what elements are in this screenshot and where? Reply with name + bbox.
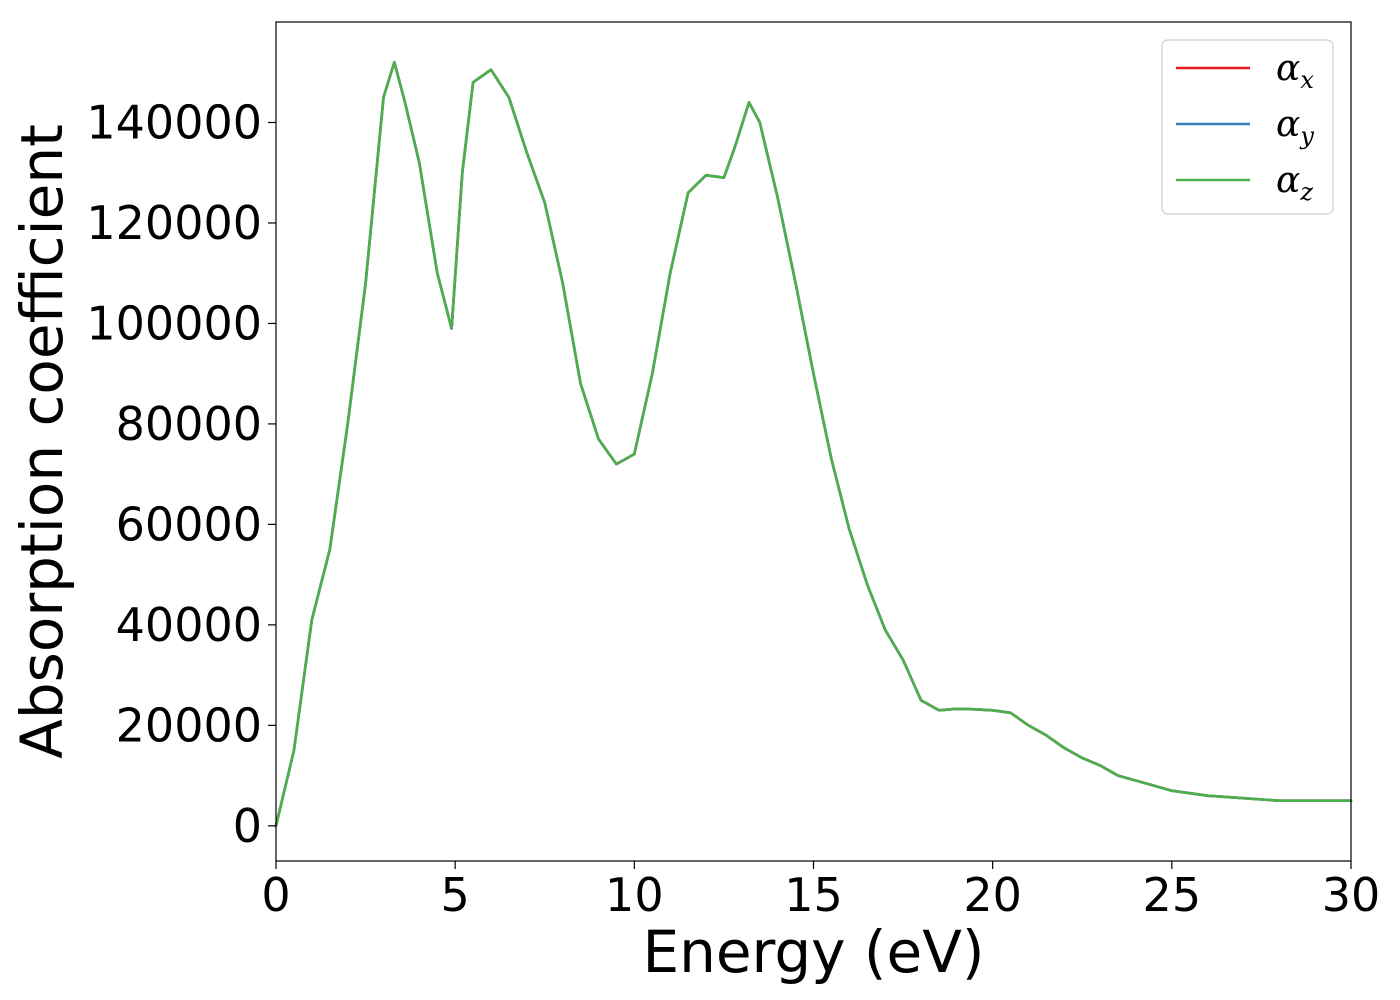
series-line-alpha-z (274, 60, 1353, 828)
x-tick-label: 15 (784, 868, 843, 922)
x-tick-label: 10 (605, 868, 664, 922)
legend-box (1161, 39, 1334, 215)
series-layer (274, 60, 1353, 828)
x-tick-label: 5 (441, 868, 470, 922)
x-axis-ticks: 0 5 10 15 20 25 30 (261, 861, 1380, 922)
legend: αx αy αz (1161, 39, 1334, 215)
y-tick-label: 20000 (116, 698, 262, 752)
x-tick-label: 0 (261, 868, 290, 922)
y-axis-title: Absorption coefficient (8, 124, 76, 759)
x-tick-label: 30 (1322, 868, 1381, 922)
legend-label-x: αx (1276, 48, 1314, 94)
legend-label-z: αz (1276, 160, 1313, 206)
y-tick-label: 100000 (86, 296, 262, 350)
y-tick-label: 140000 (86, 95, 262, 149)
y-axis-ticks: 0 20000 40000 60000 80000 100000 120000 140000 (86, 95, 276, 853)
y-tick-label: 120000 (86, 196, 262, 250)
y-tick-label: 0 (233, 799, 262, 853)
y-tick-label: 40000 (116, 598, 262, 652)
x-tick-label: 20 (963, 868, 1022, 922)
y-tick-label: 80000 (116, 397, 262, 451)
legend-label-y: αy (1276, 104, 1314, 150)
x-axis-title: Energy (eV) (642, 918, 984, 986)
x-tick-label: 25 (1143, 868, 1202, 922)
y-tick-label: 60000 (116, 497, 262, 551)
